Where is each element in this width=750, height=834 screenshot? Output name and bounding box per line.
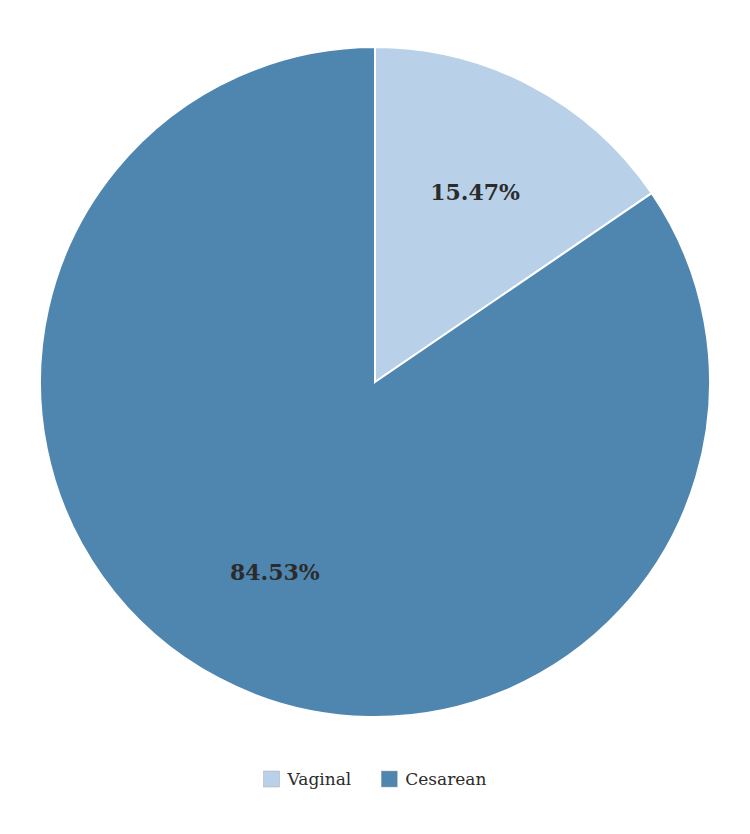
legend-swatch	[264, 771, 280, 787]
chart: 15.47% 84.53% Vaginal Cesarean	[0, 0, 750, 834]
data-label: 15.47%	[430, 179, 520, 205]
legend-swatch	[381, 771, 397, 787]
chart-container: 15.47% 84.53% Vaginal Cesarean	[0, 0, 750, 834]
legend-label: Vaginal	[287, 769, 352, 789]
slices	[40, 47, 710, 717]
legend-label: Cesarean	[405, 769, 486, 789]
data-labels: 15.47% 84.53%	[230, 179, 520, 584]
data-label: 84.53%	[230, 559, 320, 585]
legend: Vaginal Cesarean	[264, 769, 487, 789]
pie-slice	[40, 47, 710, 717]
